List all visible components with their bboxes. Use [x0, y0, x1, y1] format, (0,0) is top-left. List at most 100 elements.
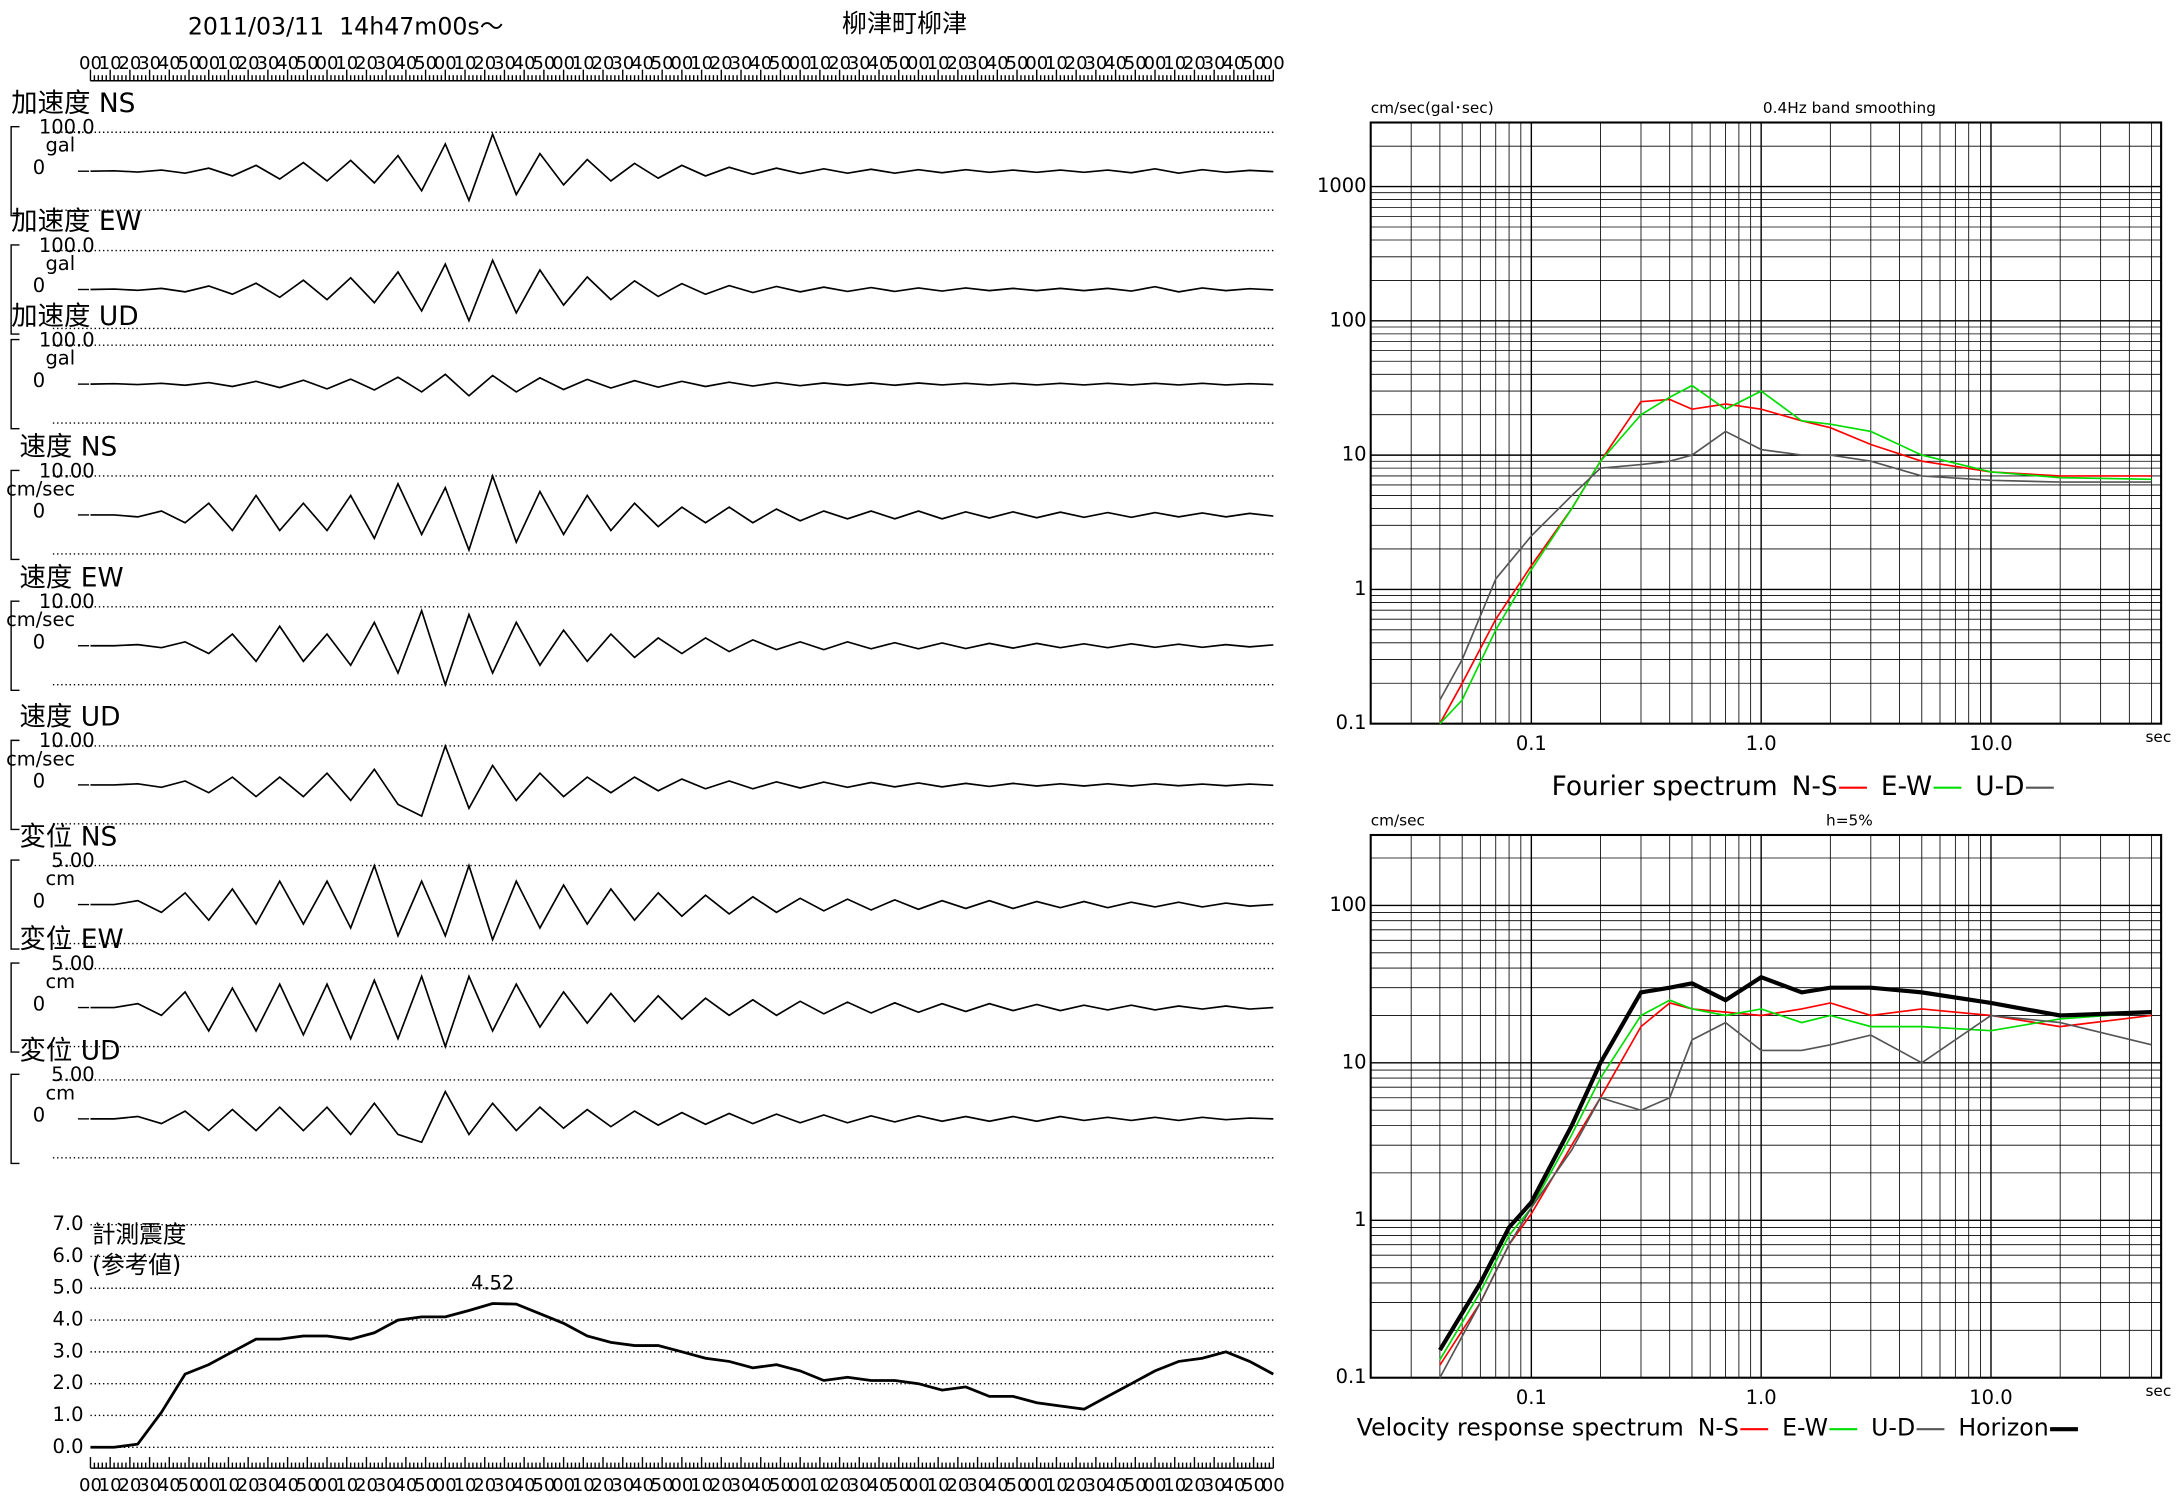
station-name: 柳津町柳津 [842, 9, 967, 38]
spectrum-line [1439, 430, 2152, 701]
y-tick-label: 100 [1329, 893, 1366, 916]
time-tick-label: 20 [118, 1475, 141, 1496]
legend-label: E-W [1782, 1414, 1828, 1442]
spectrum-line [1438, 974, 2152, 1352]
time-tick-label: 50 [296, 1475, 319, 1496]
y-tick-label: 0.0 [53, 1435, 84, 1458]
scale-label: 5.00 [51, 849, 94, 872]
zero-label: 0 [33, 630, 45, 653]
scale-label: 100.0 [39, 116, 95, 139]
time-tick-label: 30 [848, 53, 871, 74]
y-tick-label: 4.0 [53, 1308, 84, 1331]
time-tick-label: 20 [473, 1475, 496, 1496]
time-tick-label: 40 [394, 1475, 417, 1496]
y-tick-label: 1 [1354, 1208, 1366, 1231]
time-tick-label: 10 [1163, 1475, 1186, 1496]
time-tick-label: 10 [1045, 1475, 1068, 1496]
zero-label: 0 [33, 889, 45, 912]
legend-label: Horizon [1958, 1414, 2048, 1442]
chart-subtitle: 0.4Hz band smoothing [1763, 99, 1936, 117]
time-tick-label: 40 [986, 53, 1009, 74]
time-tick-label: 20 [118, 53, 141, 74]
time-tick-label: 40 [1104, 1475, 1127, 1496]
legend-label: E-W [1881, 771, 1932, 802]
time-tick-label: 00 [79, 1475, 102, 1496]
time-tick-label: 10 [454, 1475, 477, 1496]
time-tick-label: 20 [1065, 53, 1088, 74]
trace-line [90, 608, 1274, 688]
time-tick-label: 40 [276, 53, 299, 74]
time-tick-label: 50 [414, 1475, 437, 1496]
time-tick-label: 10 [217, 1475, 240, 1496]
trace-bracket [10, 1073, 20, 1165]
trace-line [90, 973, 1274, 1050]
x-tick-label: 10.0 [1969, 732, 2012, 755]
time-tick-label: 50 [1242, 1475, 1265, 1496]
time-tick-label: 00 [316, 1475, 339, 1496]
trace-label: 加速度 NS [11, 88, 135, 119]
time-tick-label: 00 [197, 1475, 220, 1496]
y-tick-label: 6.0 [53, 1244, 84, 1267]
time-tick-label: 30 [611, 53, 634, 74]
time-tick-label: 00 [434, 1475, 457, 1496]
unit-label: gal [45, 134, 75, 157]
time-tick-label: 40 [1222, 53, 1245, 74]
time-tick-label: 30 [730, 1475, 753, 1496]
time-tick-label: 30 [256, 53, 279, 74]
time-tick-label: 40 [986, 1475, 1009, 1496]
trace-label: 変位 EW [19, 924, 123, 955]
time-tick-label: 40 [513, 1475, 536, 1496]
time-tick-label: 10 [572, 1475, 595, 1496]
trace-label: 速度 UD [19, 702, 120, 733]
trace-label: 変位 UD [19, 1036, 120, 1067]
time-tick-label: 00 [316, 53, 339, 74]
y-tick-label: 10 [1342, 443, 1367, 466]
time-tick-label: 10 [927, 1475, 950, 1496]
unit-label: cm [45, 970, 75, 993]
time-tick-label: 00 [1025, 53, 1048, 74]
y-tick-label: 1 [1354, 577, 1366, 600]
scale-label: 10.00 [39, 590, 95, 613]
time-tick-label: 10 [1163, 53, 1186, 74]
time-tick-label: 20 [710, 53, 733, 74]
trace-line [90, 743, 1274, 818]
time-tick-label: 50 [1006, 53, 1029, 74]
time-tick-label: 30 [138, 53, 161, 74]
y-tick-label: 1.0 [53, 1403, 84, 1426]
time-tick-label: 40 [868, 53, 891, 74]
chart-subtitle: h=5% [1826, 812, 1873, 830]
time-tick-label: 20 [946, 1475, 969, 1496]
time-tick-label: 40 [631, 1475, 654, 1496]
legend-caption: Fourier spectrum [1552, 771, 1778, 802]
time-tick-label: 10 [99, 53, 122, 74]
trace-bracket [10, 962, 20, 1053]
scale-label: 100.0 [39, 328, 95, 351]
time-tick-label: 40 [394, 53, 417, 74]
y-tick-label: 1000 [1317, 174, 1367, 197]
time-tick-label: 50 [769, 53, 792, 74]
time-tick-label: 30 [966, 53, 989, 74]
time-tick-label: 00 [907, 1475, 930, 1496]
y-tick-label: 0.1 [1336, 711, 1367, 734]
legend-label: U-D [1871, 1414, 1915, 1442]
scale-label: 10.00 [39, 459, 95, 482]
time-tick-label: 40 [276, 1475, 299, 1496]
y-tick-label: 100 [1329, 308, 1366, 331]
time-tick-label: 30 [848, 1475, 871, 1496]
spectrum-line [1439, 384, 2152, 725]
legend-caption: Velocity response spectrum [1357, 1414, 1684, 1442]
peak-annotation: 4.52 [471, 1272, 514, 1295]
zero-label: 0 [33, 992, 45, 1015]
time-tick-label: 40 [1104, 53, 1127, 74]
time-tick-label: 00 [79, 53, 102, 74]
time-tick-label: 10 [572, 53, 595, 74]
time-tick-label: 50 [178, 53, 201, 74]
time-tick-label: 50 [532, 1475, 555, 1496]
time-tick-label: 00 [1262, 53, 1285, 74]
time-tick-label: 30 [256, 1475, 279, 1496]
y-tick-label: 3.0 [53, 1339, 84, 1362]
trace-label: 変位 NS [19, 821, 117, 852]
unit-label: cm [45, 867, 75, 890]
plot-frame [1369, 121, 2163, 725]
